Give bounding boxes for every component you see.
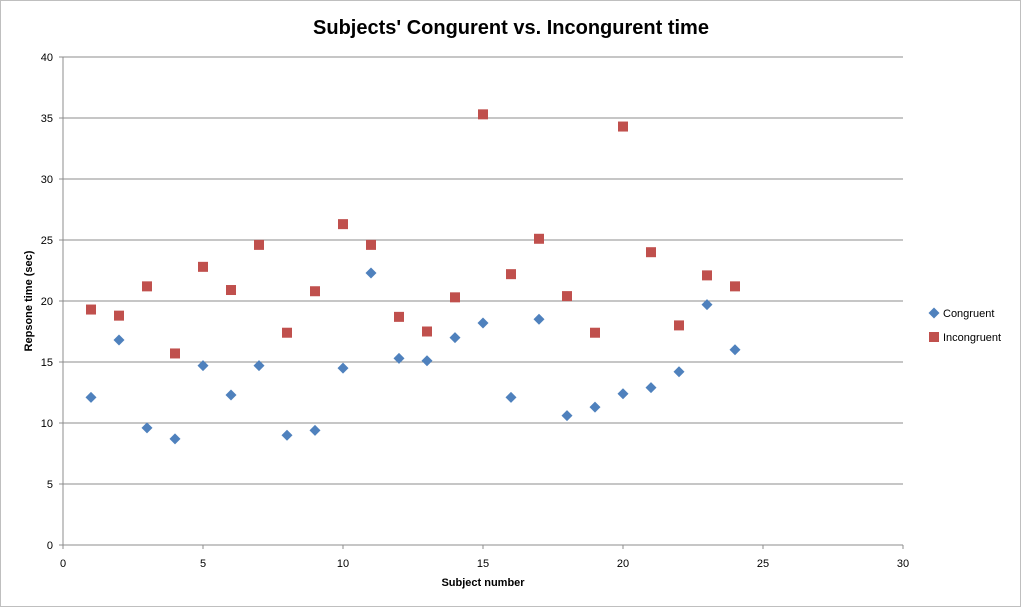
incongruent-point <box>478 109 488 120</box>
congruent-point <box>421 355 433 367</box>
incongruent-point <box>142 281 152 292</box>
congruent-point <box>169 433 181 445</box>
incongruent-point <box>366 239 376 250</box>
incongruent-point <box>310 286 320 297</box>
incongruent-point <box>170 348 180 359</box>
legend-marker-congruent <box>928 307 940 319</box>
congruent-point <box>701 299 713 311</box>
congruent-point <box>617 388 629 400</box>
congruent-point <box>337 362 349 374</box>
congruent-point <box>729 344 741 356</box>
congruent-point <box>449 332 461 344</box>
incongruent-point <box>114 310 124 321</box>
y-tick-label: 30 <box>41 174 53 186</box>
congruent-point <box>365 267 377 279</box>
x-tick-label: 5 <box>200 558 206 570</box>
congruent-point <box>225 389 237 401</box>
incongruent-point <box>282 327 292 338</box>
incongruent-point <box>226 285 236 296</box>
incongruent-point <box>702 270 712 281</box>
legend-label-congruent: Congruent <box>943 308 994 320</box>
incongruent-point <box>394 311 404 322</box>
incongruent-point <box>730 281 740 292</box>
gridlines <box>63 56 903 485</box>
x-tick-label: 0 <box>60 558 66 570</box>
congruent-point <box>589 401 601 413</box>
incongruent-point <box>562 291 572 302</box>
y-tick-label: 0 <box>47 540 53 552</box>
congruent-point <box>393 352 405 364</box>
x-tick-label: 30 <box>897 558 909 570</box>
congruent-point <box>673 366 685 378</box>
congruent-point <box>113 334 125 346</box>
incongruent-point <box>450 292 460 303</box>
incongruent-point <box>422 326 432 337</box>
congruent-point <box>505 391 517 403</box>
legend-label-incongruent: Incongruent <box>943 332 1001 344</box>
x-tick-labels: 0 5 10 15 20 25 30 <box>60 558 909 570</box>
x-tick-label: 15 <box>477 558 489 570</box>
y-tick-label: 10 <box>41 418 53 430</box>
legend-marker-incongruent <box>929 332 939 342</box>
legend: Congruent Incongruent <box>928 307 1001 344</box>
y-tick-label: 5 <box>47 479 53 491</box>
incongruent-point <box>590 327 600 338</box>
congruent-point <box>197 360 209 372</box>
data-points <box>85 109 741 445</box>
x-tick-label: 25 <box>757 558 769 570</box>
x-tick-label: 20 <box>617 558 629 570</box>
congruent-point <box>309 424 321 436</box>
congruent-point <box>253 360 265 372</box>
x-tick-label: 10 <box>337 558 349 570</box>
y-tick-label: 20 <box>41 296 53 308</box>
incongruent-point <box>338 219 348 230</box>
incongruent-point <box>674 320 684 331</box>
incongruent-point <box>198 261 208 272</box>
congruent-point <box>645 382 657 394</box>
incongruent-point <box>618 121 628 132</box>
congruent-point <box>561 410 573 422</box>
incongruent-point <box>86 304 96 315</box>
y-tick-label: 25 <box>41 235 53 247</box>
y-tick-labels: 0 5 10 15 20 25 30 35 40 <box>41 52 53 552</box>
incongruent-point <box>646 247 656 258</box>
y-tick-label: 35 <box>41 113 53 125</box>
congruent-point <box>141 422 153 434</box>
incongruent-point <box>506 269 516 280</box>
x-axis-title: Subject number <box>441 577 525 589</box>
y-tick-label: 40 <box>41 52 53 64</box>
incongruent-point <box>254 239 264 250</box>
congruent-point <box>281 429 293 441</box>
axes <box>59 56 904 549</box>
incongruent-point <box>534 233 544 244</box>
chart-title: Subjects' Congurent vs. Incongurent time <box>313 17 709 39</box>
congruent-point <box>85 391 97 403</box>
congruent-point <box>477 317 489 329</box>
series-congruent <box>85 267 741 445</box>
series-incongruent <box>86 109 740 359</box>
congruent-point <box>533 313 545 325</box>
y-tick-label: 15 <box>41 357 53 369</box>
y-axis-title: Repsone time (sec) <box>23 250 35 351</box>
